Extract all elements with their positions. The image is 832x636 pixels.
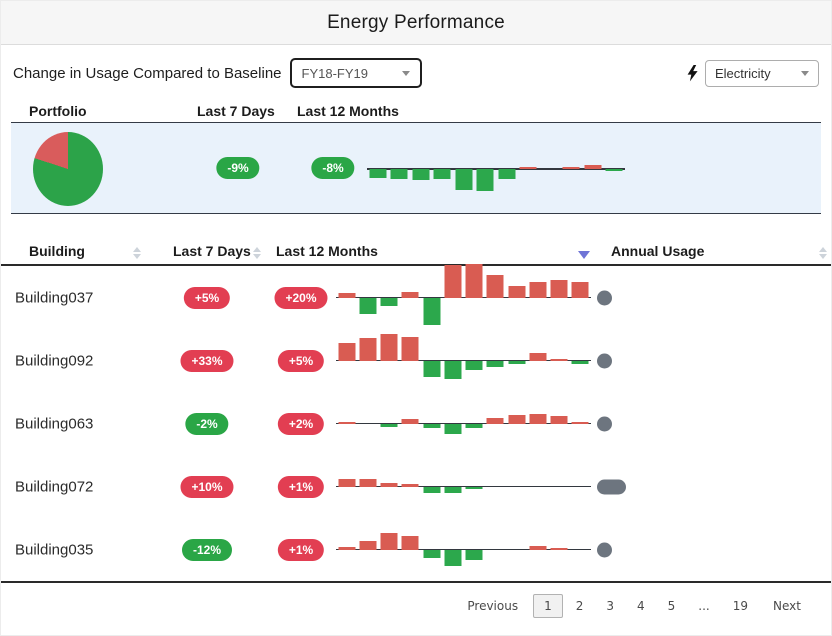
pagination-page-2[interactable]: 2	[575, 599, 584, 613]
pagination-page-3[interactable]: 3	[606, 599, 615, 613]
last12-badge: +2%	[277, 412, 325, 435]
annual-usage-dot	[597, 542, 612, 557]
portfolio-monthly-sparkline	[367, 137, 625, 201]
pagination-page-19[interactable]: 19	[732, 599, 749, 613]
annual-usage-dot	[597, 353, 612, 368]
pagination-next[interactable]: Next	[773, 599, 801, 613]
table-row: Building035 -12% +1%	[1, 518, 831, 581]
table-row: Building092 +33% +5%	[1, 329, 831, 392]
monthly-sparkline	[336, 519, 591, 580]
pagination: Previous 1 2 3 4 5... 19 Next	[1, 583, 831, 618]
building-name: Building035	[15, 541, 94, 558]
pagination-page-5[interactable]: 5	[667, 599, 676, 613]
last12-badge: +1%	[277, 475, 325, 498]
building-name: Building092	[15, 352, 94, 369]
last7-badge: +33%	[180, 349, 234, 372]
pagination-page-1[interactable]: 1	[533, 594, 563, 618]
last7-badge: +5%	[183, 286, 231, 309]
pagination-previous[interactable]: Previous	[467, 599, 519, 613]
column-header-last7[interactable]: Last 7 Days	[173, 243, 251, 259]
portfolio-last7-label: Last 7 Days	[197, 103, 275, 119]
building-table-body: Building037 +5% +20% Building092 +33% +5…	[1, 263, 831, 581]
utility-select[interactable]: Electricity	[705, 59, 819, 87]
baseline-filter-label: Change in Usage Compared to Baseline	[13, 64, 282, 82]
table-row: Building063 -2% +2%	[1, 392, 831, 455]
last7-badge: -12%	[181, 538, 233, 561]
last7-badge: +10%	[180, 475, 234, 498]
baseline-select[interactable]: FY18-FY19	[289, 58, 422, 88]
table-row: Building072 +10% +1%	[1, 455, 831, 518]
baseline-select-value: FY18-FY19	[301, 65, 368, 81]
chevron-down-icon	[401, 70, 410, 76]
last12-badge: +5%	[277, 349, 325, 372]
sort-desc-icon[interactable]	[578, 251, 590, 259]
chevron-down-icon	[801, 70, 809, 76]
building-name: Building072	[15, 478, 94, 495]
annual-usage-dot	[597, 290, 612, 305]
last7-badge: -2%	[185, 412, 229, 435]
monthly-sparkline	[336, 330, 591, 391]
annual-usage-dot	[597, 479, 626, 494]
column-header-building[interactable]: Building	[29, 243, 85, 259]
portfolio-last12-badge: -8%	[311, 157, 355, 179]
column-header-last12[interactable]: Last 12 Months	[276, 243, 378, 259]
last12-badge: +20%	[274, 286, 328, 309]
table-row: Building037 +5% +20%	[1, 263, 831, 329]
building-name: Building037	[15, 289, 94, 306]
page-title: Energy Performance	[327, 11, 505, 33]
monthly-sparkline	[336, 393, 591, 454]
portfolio-label: Portfolio	[29, 103, 87, 119]
portfolio-section-labels: Portfolio Last 7 Days Last 12 Months	[1, 98, 831, 122]
sort-icon[interactable]	[819, 247, 827, 259]
building-name: Building063	[15, 415, 94, 432]
table-bottom-border	[1, 581, 831, 583]
portfolio-summary-band: -9% -8%	[11, 122, 821, 214]
utility-select-value: Electricity	[715, 65, 771, 81]
pagination-page-4[interactable]: 4	[637, 599, 645, 613]
portfolio-last7-badge: -9%	[216, 157, 260, 179]
last12-badge: +1%	[277, 538, 325, 561]
table-header: Building Last 7 Days Last 12 Months Annu…	[1, 238, 831, 266]
utility-filter-group: Electricity	[687, 59, 819, 87]
electricity-bolt-icon	[687, 64, 698, 81]
filter-row: Change in Usage Compared to Baseline FY1…	[1, 45, 831, 88]
pagination-ellipsis: ...	[698, 599, 710, 613]
portfolio-last12-label: Last 12 Months	[297, 103, 399, 119]
annual-usage-dot	[597, 416, 612, 431]
portfolio-pie-chart	[33, 132, 103, 206]
monthly-sparkline	[336, 263, 591, 328]
monthly-sparkline	[336, 456, 591, 517]
column-header-annual-usage[interactable]: Annual Usage	[611, 243, 705, 259]
sort-icon[interactable]	[133, 247, 141, 259]
sort-icon[interactable]	[253, 247, 261, 259]
app-header: Energy Performance	[1, 1, 831, 45]
